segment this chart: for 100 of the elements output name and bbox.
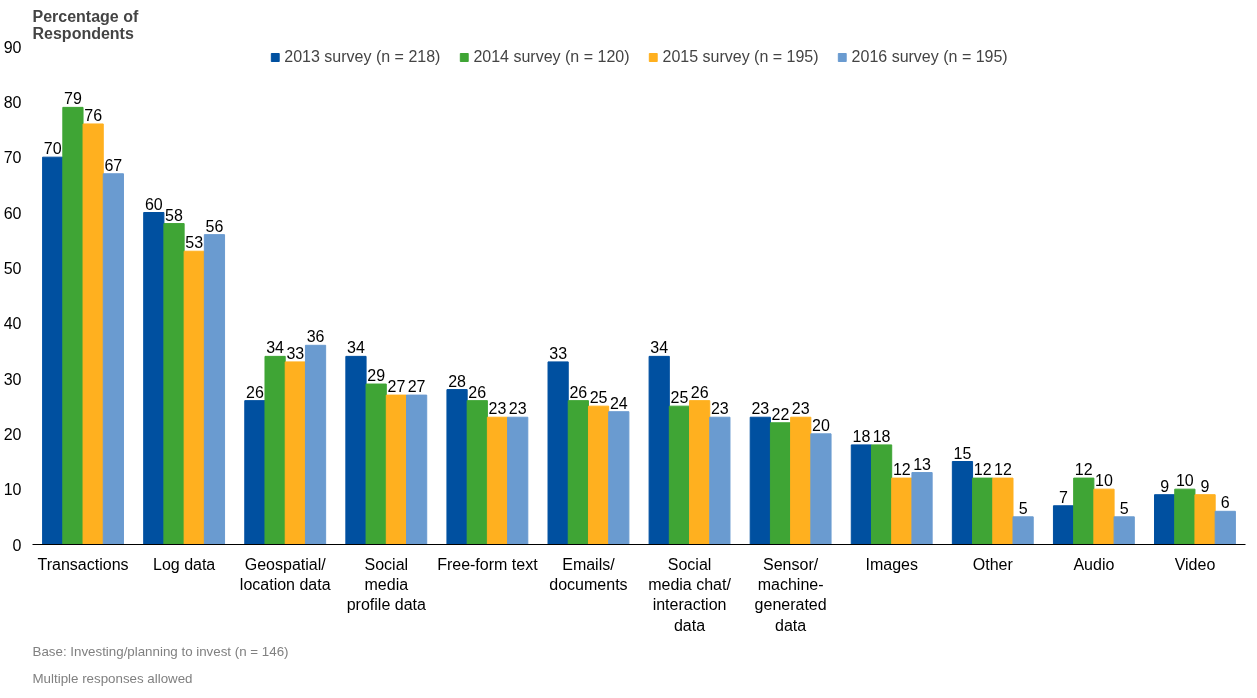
bar (749, 416, 771, 545)
data-label: 34 (266, 339, 285, 357)
data-label: 26 (569, 383, 588, 401)
data-label: 24 (609, 394, 628, 412)
x-tick-label: Transactions (37, 555, 129, 573)
data-label: 26 (468, 383, 487, 401)
text: Multiple responses allowed (32, 670, 193, 686)
bar (406, 394, 428, 545)
data-label: 27 (407, 378, 426, 396)
data-label: 70 (43, 140, 62, 158)
bar (1174, 488, 1196, 545)
y-tick-label: 80 (3, 93, 22, 111)
y-axis-title: Percentage of Respondents (32, 7, 139, 42)
x-tick-label: Other (972, 555, 1014, 573)
x-tick-label: Social media chat/ interaction data (648, 555, 732, 634)
data-label: 67 (104, 156, 123, 174)
data-label: 12 (1074, 461, 1093, 479)
data-label: 23 (751, 400, 770, 418)
bar (203, 234, 226, 545)
legend-label: 2013 survey (n = 218) (284, 48, 441, 66)
bar (850, 444, 872, 545)
data-label: 15 (953, 444, 972, 462)
bar (163, 223, 185, 545)
y-tick-label: 10 (3, 481, 22, 499)
bar (1052, 505, 1075, 545)
bar (547, 361, 569, 545)
bar (911, 472, 933, 545)
x-tick-label: Log data (152, 555, 216, 573)
data-label: 10 (1175, 472, 1194, 490)
bar (810, 433, 832, 545)
bar (972, 477, 994, 545)
x-tick-label: Free-form text (437, 555, 539, 573)
data-label: 12 (973, 461, 992, 479)
bar (992, 477, 1014, 545)
data-label: 27 (387, 378, 406, 396)
x-tick-label: Audio (1073, 555, 1115, 573)
data-label: 36 (306, 328, 325, 346)
bar (709, 416, 731, 545)
data-label: 58 (165, 206, 184, 224)
data-label: 28 (448, 372, 467, 390)
y-tick-label: 0 (12, 536, 22, 554)
bar (62, 106, 84, 545)
data-label: 22 (771, 405, 790, 423)
data-label: 18 (872, 427, 891, 445)
data-label: 33 (286, 344, 305, 362)
data-label: 53 (185, 234, 204, 252)
bar (82, 123, 104, 545)
data-label: 6 (1220, 494, 1230, 512)
bar (284, 361, 306, 545)
bar (1194, 494, 1216, 545)
data-label: 23 (508, 400, 527, 418)
bar (304, 344, 327, 545)
bar (1012, 516, 1034, 545)
data-label: 9 (1200, 477, 1210, 495)
y-tick-label: 30 (3, 370, 22, 388)
bar (648, 355, 670, 545)
legend-label: 2015 survey (n = 195) (662, 48, 819, 66)
legend-label: 2014 survey (n = 120) (473, 48, 630, 66)
data-label: 20 (812, 416, 830, 434)
x-tick-label: Sensor/ machine- generated data (754, 555, 827, 634)
bar (870, 444, 893, 545)
bar (608, 411, 630, 545)
bar (587, 405, 610, 545)
data-label: 10 (1095, 472, 1113, 490)
data-label: 13 (913, 455, 932, 473)
y-tick-label: 20 (3, 425, 22, 443)
data-label: 26 (690, 383, 709, 401)
bar (1214, 510, 1236, 545)
bar (1154, 494, 1176, 545)
bar (42, 156, 64, 545)
x-tick-label: Social media profile data (346, 555, 426, 614)
bar (486, 416, 509, 545)
data-label: 76 (84, 106, 103, 124)
bar (244, 400, 266, 545)
bar (183, 250, 205, 545)
data-label: 34 (650, 339, 669, 357)
bar (790, 416, 812, 545)
x-tick-label: Emails/ documents (549, 555, 628, 593)
bar (345, 355, 367, 545)
bar (891, 477, 913, 545)
bar (689, 400, 711, 545)
data-label: 29 (367, 367, 386, 385)
y-tick-label: 50 (3, 259, 22, 277)
x-tick-label: Geospatial/ location data (239, 555, 331, 593)
bar (1093, 488, 1115, 545)
data-label: 60 (144, 195, 163, 213)
bar (385, 394, 408, 545)
y-tick-label: 70 (3, 149, 22, 167)
data-label: 12 (994, 461, 1012, 479)
text: Base: Investing/planning to invest (n = 146) (32, 643, 289, 659)
bar (264, 355, 286, 545)
bar (567, 400, 589, 545)
data-label: 34 (347, 339, 365, 357)
bar (365, 383, 387, 545)
data-label: 5 (1018, 499, 1028, 517)
bar (1113, 516, 1135, 545)
y-tick-label: 90 (3, 38, 22, 56)
legend-label: 2016 survey (n = 195) (851, 48, 1008, 66)
bar (1073, 477, 1095, 545)
bar (951, 461, 974, 545)
